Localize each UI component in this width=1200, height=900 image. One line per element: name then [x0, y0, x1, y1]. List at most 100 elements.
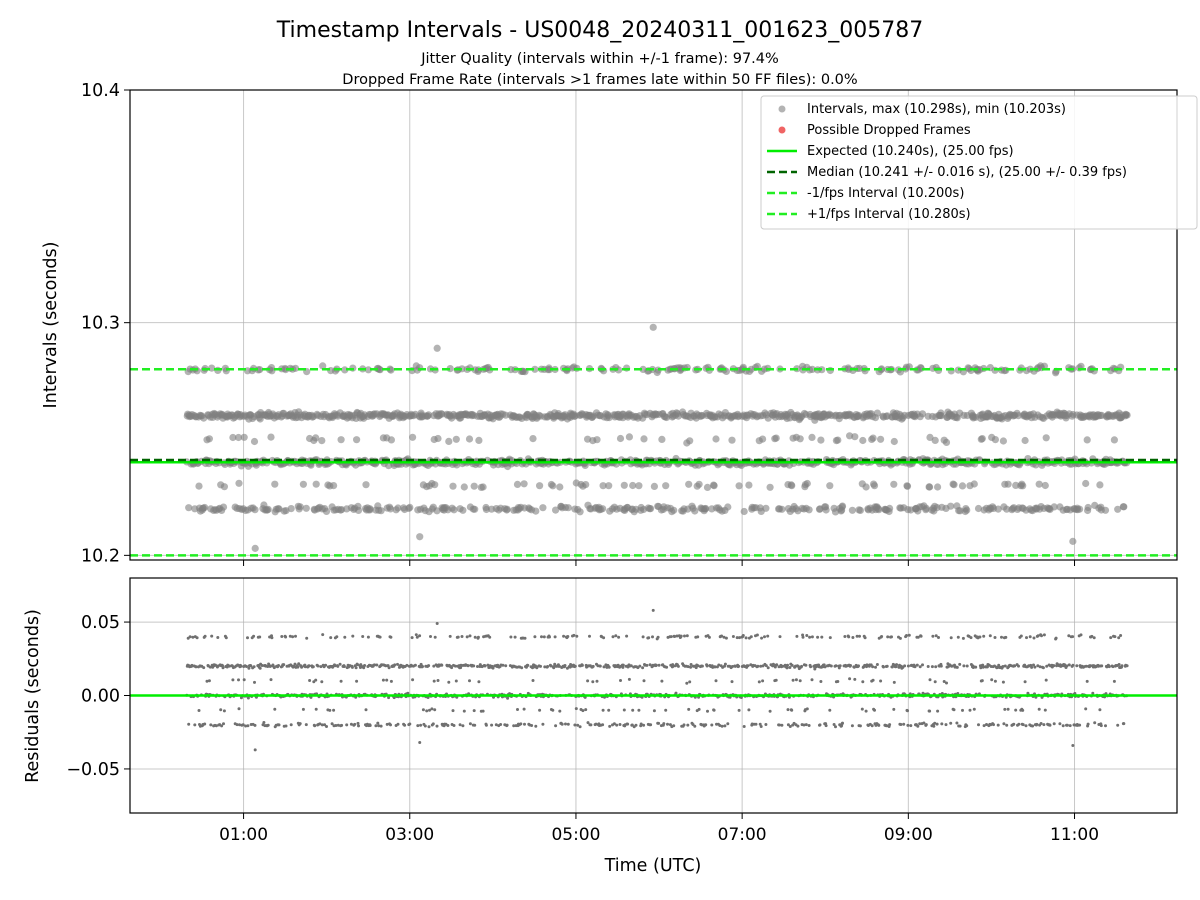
residual-point	[906, 723, 910, 727]
residual-point	[890, 635, 893, 639]
residual-point	[1067, 634, 1071, 638]
top-reference-lines	[130, 367, 1177, 557]
residual-point	[488, 635, 492, 639]
interval-point	[235, 479, 243, 487]
residual-point	[462, 709, 466, 713]
interval-point	[409, 433, 417, 441]
interval-point	[581, 461, 589, 469]
residual-point	[723, 662, 727, 666]
residual-point	[563, 664, 567, 667]
interval-point	[576, 508, 584, 516]
legend-label-median: Median (10.241 +/- 0.016 s), (25.00 +/- …	[807, 165, 1127, 180]
residual-point	[870, 724, 874, 728]
chart-subtitle-dropped: Dropped Frame Rate (intervals >1 frames …	[342, 72, 857, 88]
residual-point	[385, 722, 389, 726]
residual-point	[621, 663, 625, 667]
residual-point	[303, 665, 307, 669]
residual-point	[339, 679, 343, 683]
residual-point	[768, 709, 772, 713]
interval-point	[1019, 482, 1027, 490]
interval-point	[625, 433, 634, 441]
residual-point	[393, 663, 397, 667]
residual-point	[918, 722, 922, 726]
interval-point	[1012, 481, 1020, 489]
interval-extreme-point	[251, 544, 259, 552]
residual-point	[421, 665, 424, 668]
y-tick-label: 0.05	[81, 613, 120, 633]
residual-point	[829, 664, 833, 668]
interval-point	[710, 482, 718, 490]
residual-point	[581, 709, 585, 713]
residual-point	[742, 725, 746, 728]
residual-point	[944, 723, 948, 727]
residual-point	[553, 662, 557, 666]
residual-point	[712, 708, 716, 712]
residual-point	[933, 721, 937, 725]
interval-point	[582, 481, 590, 489]
interval-point	[877, 435, 885, 443]
residual-point	[942, 680, 946, 683]
residual-point	[466, 664, 470, 668]
y-tick-label: 10.4	[81, 81, 120, 101]
residual-point	[477, 680, 481, 684]
interval-point	[869, 434, 877, 442]
interval-point	[870, 482, 879, 490]
interval-point	[942, 438, 951, 446]
residual-point	[700, 664, 704, 668]
residual-point	[1120, 664, 1124, 668]
residual-point	[373, 663, 376, 667]
interval-point	[1076, 505, 1084, 513]
interval-point	[796, 435, 804, 443]
residual-point	[902, 722, 906, 726]
residual-point	[293, 662, 297, 666]
interval-point	[712, 435, 720, 443]
residual-point	[686, 665, 690, 669]
residual-point	[231, 678, 235, 682]
interval-point	[658, 435, 666, 443]
residual-point	[916, 724, 920, 728]
residual-point	[988, 634, 992, 638]
residual-point	[961, 636, 965, 640]
interval-point	[1042, 434, 1050, 442]
bottom-points	[185, 608, 1129, 752]
interval-point	[605, 482, 613, 490]
residual-point	[848, 677, 852, 681]
residual-point	[766, 666, 770, 670]
residual-point	[626, 722, 630, 726]
y-tick-label: 10.3	[81, 314, 120, 334]
residual-point	[759, 664, 763, 668]
interval-point	[271, 480, 279, 488]
interval-point	[520, 480, 528, 488]
residual-point	[985, 723, 988, 726]
residual-point	[272, 666, 276, 670]
residual-point	[273, 707, 277, 711]
residual-point	[522, 707, 526, 711]
residual-point	[882, 665, 885, 669]
interval-point	[970, 480, 978, 488]
interval-point	[635, 482, 643, 490]
residual-point	[1090, 634, 1094, 638]
residual-point	[505, 723, 509, 727]
interval-point	[937, 412, 945, 420]
residual-point	[334, 724, 338, 727]
x-tick-label: 09:00	[884, 825, 933, 845]
residual-point	[818, 723, 822, 727]
residual-point	[775, 663, 779, 667]
residual-point	[875, 663, 879, 666]
residual-point	[553, 635, 557, 639]
residual-point	[433, 708, 437, 712]
residual-point	[764, 723, 768, 726]
interval-point	[772, 434, 780, 442]
residual-point	[1084, 707, 1088, 711]
residual-point	[1117, 636, 1121, 640]
residual-point	[958, 724, 962, 728]
interval-point	[1035, 480, 1043, 488]
residual-point	[638, 664, 642, 668]
residual-point	[936, 709, 940, 713]
interval-point	[287, 505, 295, 513]
residual-point	[863, 636, 867, 640]
interval-point	[1082, 479, 1090, 488]
interval-point	[438, 410, 446, 418]
residual-point	[664, 708, 668, 712]
interval-point	[695, 480, 703, 488]
